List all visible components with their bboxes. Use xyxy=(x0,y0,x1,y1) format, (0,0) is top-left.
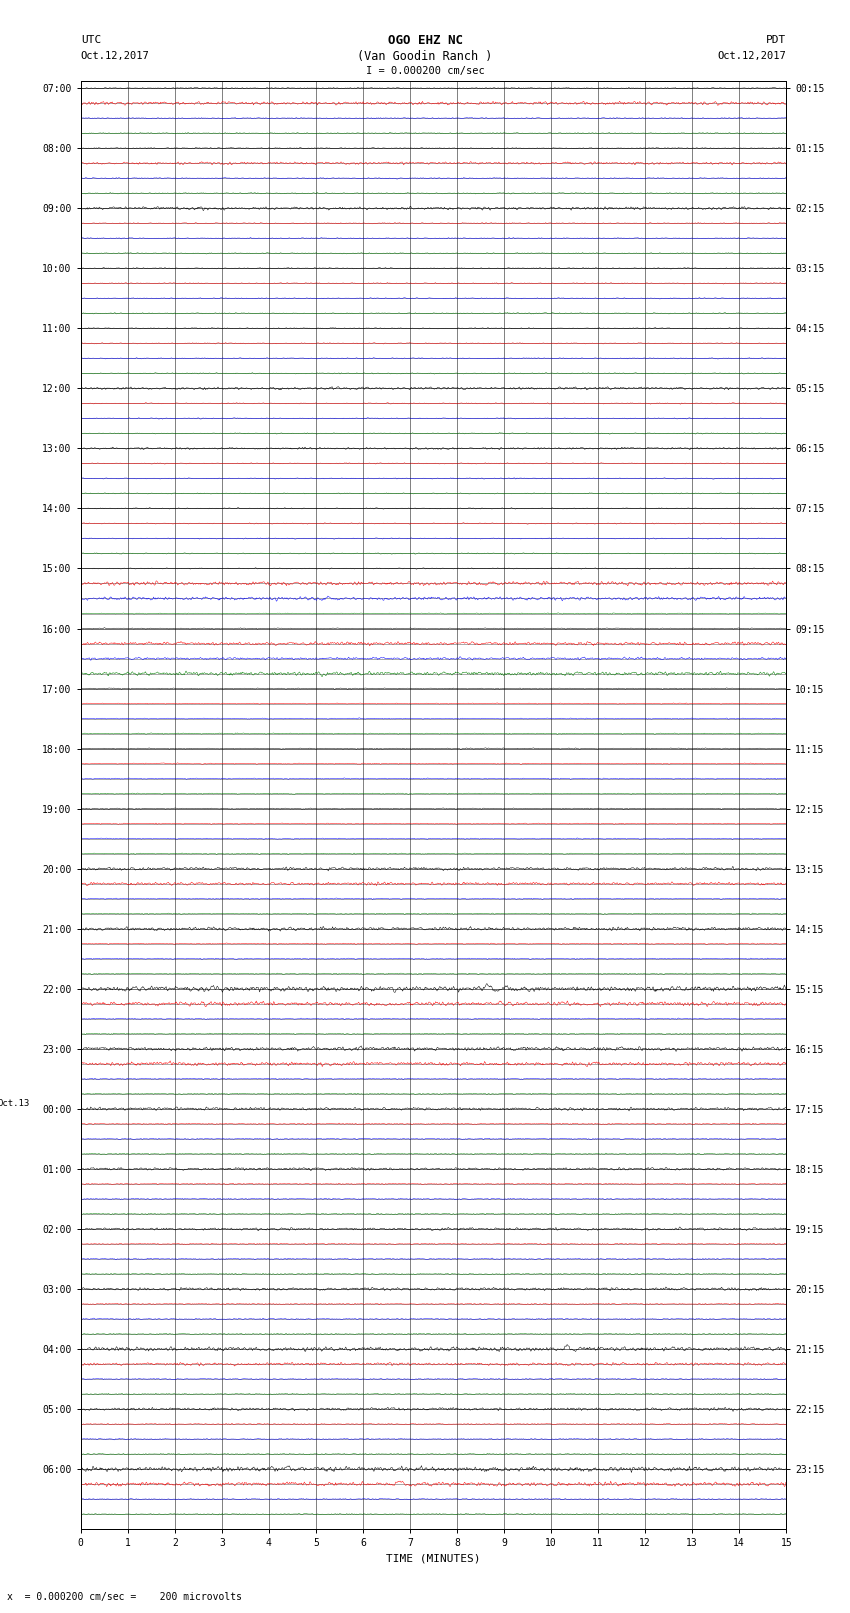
Text: Oct.12,2017: Oct.12,2017 xyxy=(81,52,150,61)
Text: I = 0.000200 cm/sec: I = 0.000200 cm/sec xyxy=(366,66,484,76)
Text: Oct.13: Oct.13 xyxy=(0,1098,30,1108)
Text: x  = 0.000200 cm/sec =    200 microvolts: x = 0.000200 cm/sec = 200 microvolts xyxy=(7,1592,241,1602)
Text: PDT: PDT xyxy=(766,35,786,45)
Text: OGO EHZ NC: OGO EHZ NC xyxy=(388,34,462,47)
X-axis label: TIME (MINUTES): TIME (MINUTES) xyxy=(386,1553,481,1563)
Text: UTC: UTC xyxy=(81,35,101,45)
Text: (Van Goodin Ranch ): (Van Goodin Ranch ) xyxy=(357,50,493,63)
Text: Oct.12,2017: Oct.12,2017 xyxy=(717,52,786,61)
